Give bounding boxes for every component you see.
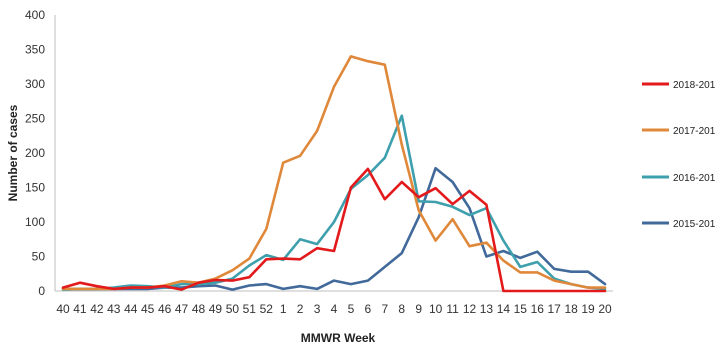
legend-label: 2015-2016 (673, 219, 715, 230)
legend-label: 2016-2017 (673, 173, 715, 184)
y-tick-label: 50 (32, 250, 46, 264)
y-tick-label: 100 (25, 215, 45, 229)
x-tick-label: 44 (124, 302, 138, 316)
legend: 2018-2019 2017-2018 2016-2017 2015-2016 (642, 80, 715, 230)
series-lines (63, 56, 605, 291)
x-tick-label: 50 (226, 302, 240, 316)
x-tick-label: 14 (497, 302, 511, 316)
x-tick-label: 49 (209, 302, 223, 316)
x-tick-label: 18 (564, 302, 578, 316)
x-tick-label: 45 (141, 302, 155, 316)
x-tick-label: 11 (446, 302, 459, 316)
x-tick-label: 5 (348, 302, 355, 316)
y-axis-title: Number of cases (6, 104, 20, 201)
x-tick-label: 46 (158, 302, 172, 316)
x-tick-label: 12 (463, 302, 477, 316)
x-axis-title: MMWR Week (301, 331, 376, 345)
y-axis-ticks: 0 50 100 150 200 250 300 350 400 (25, 8, 45, 298)
x-tick-label: 15 (514, 302, 528, 316)
x-tick-label: 40 (56, 302, 70, 316)
x-tick-label: 3 (314, 302, 321, 316)
x-tick-label: 20 (598, 302, 612, 316)
legend-label: 2017-2018 (673, 126, 715, 137)
x-tick-label: 10 (429, 302, 443, 316)
x-tick-label: 2 (297, 302, 304, 316)
y-tick-label: 300 (25, 77, 45, 91)
y-tick-label: 200 (25, 146, 45, 160)
x-tick-label: 42 (90, 302, 104, 316)
series-line-2017-2018 (63, 56, 605, 289)
x-tick-label: 47 (175, 302, 189, 316)
x-tick-label: 43 (107, 302, 121, 316)
y-tick-label: 250 (25, 112, 45, 126)
y-tick-label: 0 (38, 284, 45, 298)
x-tick-label: 13 (480, 302, 494, 316)
x-tick-label: 1 (280, 302, 287, 316)
x-tick-label: 17 (548, 302, 562, 316)
series-line-2016-2017 (63, 116, 605, 290)
y-tick-label: 350 (25, 43, 45, 57)
x-tick-label: 48 (192, 302, 206, 316)
x-tick-label: 16 (531, 302, 545, 316)
x-tick-label: 19 (581, 302, 595, 316)
x-tick-label: 7 (381, 302, 388, 316)
y-tick-label: 150 (25, 181, 45, 195)
x-axis-ticks: 40 41 42 43 44 45 46 47 48 49 50 51 52 1 2 3 4 5 6 7 8 9 10 11 1… (56, 302, 612, 316)
x-tick-label: 41 (73, 302, 87, 316)
x-tick-label: 52 (260, 302, 274, 316)
x-tick-label: 9 (415, 302, 422, 316)
x-tick-label: 4 (331, 302, 338, 316)
x-tick-label: 6 (365, 302, 372, 316)
legend-label: 2018-2019 (673, 80, 715, 91)
x-tick-label: 51 (243, 302, 257, 316)
y-tick-label: 400 (25, 8, 45, 22)
x-tick-label: 8 (398, 302, 405, 316)
